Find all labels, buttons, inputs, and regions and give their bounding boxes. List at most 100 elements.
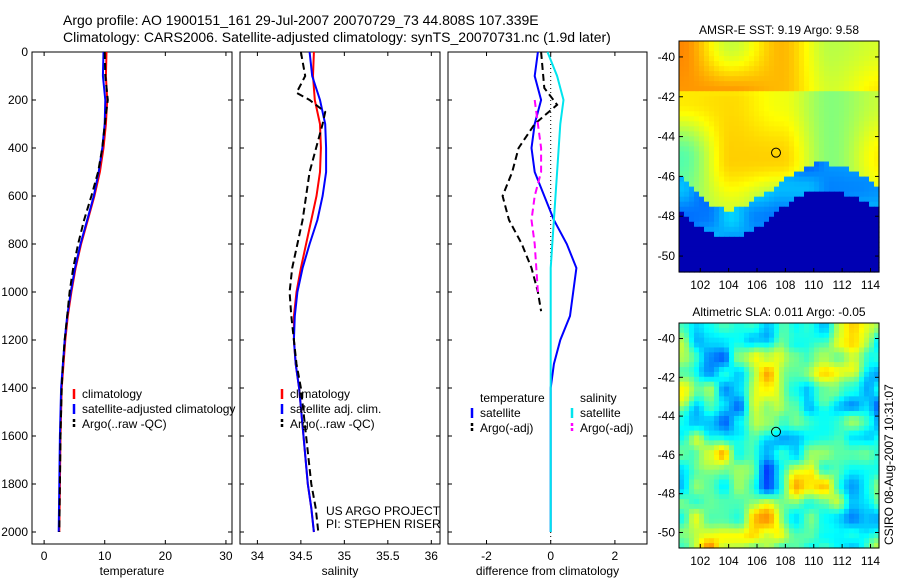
heatmap-cell	[819, 376, 825, 383]
heatmap-cell	[854, 455, 860, 461]
heatmap-cell	[734, 166, 740, 173]
heatmap-cell	[789, 241, 795, 248]
heatmap-cell	[834, 533, 840, 539]
heatmap-cell	[809, 508, 815, 515]
heatmap-cell	[794, 396, 800, 402]
heatmap-cell	[699, 146, 705, 153]
heatmap-cell	[734, 464, 740, 471]
heatmap-cell	[709, 41, 715, 47]
heatmap-cell	[689, 146, 695, 153]
heatmap-cell	[704, 261, 710, 268]
heatmap-cell	[724, 503, 730, 510]
heatmap-cell	[824, 61, 830, 67]
heatmap-cell	[754, 46, 760, 52]
heatmap-cell	[819, 76, 825, 82]
x-axis-label: salinity	[322, 564, 359, 578]
heatmap-cell	[709, 231, 715, 238]
heatmap-cell	[684, 141, 690, 148]
heatmap-cell	[719, 396, 725, 402]
heatmap-cell	[709, 61, 715, 67]
heatmap-cell	[819, 518, 825, 525]
heatmap-cell	[769, 543, 775, 549]
heatmap-cell	[714, 430, 720, 437]
heatmap-cell	[814, 508, 820, 515]
heatmap-cell	[699, 381, 705, 388]
heatmap-cell	[849, 518, 855, 525]
heatmap-cell	[769, 216, 775, 223]
heatmap-cell	[864, 347, 870, 353]
heatmap-cell	[849, 533, 855, 539]
heatmap-cell	[734, 116, 740, 122]
heatmap-cell	[739, 396, 745, 402]
heatmap-cell	[834, 181, 840, 188]
heatmap-cell	[809, 216, 815, 223]
heatmap-cell	[794, 196, 800, 203]
heatmap-cell	[829, 221, 835, 228]
heatmap-cell	[804, 171, 810, 178]
heatmap-cell	[819, 503, 825, 510]
heatmap-cell	[769, 146, 775, 153]
heatmap-cell	[729, 415, 735, 422]
heatmap-cell	[814, 455, 820, 461]
heatmap-cell	[749, 256, 755, 263]
heatmap-cell	[719, 41, 725, 47]
heatmap-cell	[814, 503, 820, 510]
heatmap-cell	[744, 136, 750, 143]
heatmap-cell	[829, 499, 835, 505]
heatmap-cell	[704, 415, 710, 422]
y-tick-label: -50	[658, 525, 676, 539]
heatmap-cell	[804, 323, 810, 329]
heatmap-cell	[844, 216, 850, 223]
heatmap-cell	[824, 146, 830, 153]
heatmap-cell	[809, 106, 815, 112]
heatmap-cell	[689, 415, 695, 422]
heatmap-cell	[764, 91, 770, 97]
heatmap-cell	[819, 323, 825, 329]
heatmap-cell	[714, 401, 720, 407]
heatmap-cell	[684, 337, 690, 344]
heatmap-cell	[709, 499, 715, 505]
heatmap-cell	[694, 494, 700, 500]
heatmap-cell	[819, 176, 825, 183]
heatmap-cell	[709, 156, 715, 163]
heatmap-cell	[804, 151, 810, 158]
heatmap-cell	[729, 411, 735, 417]
heatmap-cell	[874, 430, 880, 437]
heatmap-cell	[714, 46, 720, 52]
heatmap-cell	[729, 41, 735, 47]
heatmap-cell	[699, 376, 705, 383]
heatmap-cell	[689, 76, 695, 82]
heatmap-cell	[704, 151, 710, 158]
heatmap-cell	[754, 51, 760, 57]
heatmap-cell	[729, 489, 735, 495]
heatmap-cell	[804, 221, 810, 228]
heatmap-cell	[784, 538, 790, 544]
heatmap-cell	[864, 406, 870, 412]
heatmap-cell	[779, 101, 785, 107]
heatmap-cell	[724, 357, 730, 363]
heatmap-cell	[714, 41, 720, 47]
heatmap-cell	[709, 246, 715, 253]
heatmap-cell	[779, 131, 785, 138]
heatmap-cell	[714, 126, 720, 132]
heatmap-cell	[749, 362, 755, 368]
heatmap-cell	[734, 508, 740, 515]
y-tick-label: -42	[658, 370, 676, 384]
heatmap-cell	[854, 261, 860, 268]
heatmap-cell	[709, 141, 715, 148]
heatmap-cell	[809, 396, 815, 402]
heatmap-cell	[859, 376, 865, 383]
heatmap-cell	[684, 543, 690, 549]
heatmap-cell	[869, 396, 875, 402]
heatmap-cell	[764, 226, 770, 233]
heatmap-cell	[839, 538, 845, 544]
heatmap-cell	[694, 332, 700, 339]
heatmap-cell	[774, 381, 780, 388]
heatmap-cell	[799, 141, 805, 148]
heatmap-cell	[694, 538, 700, 544]
heatmap-cell	[854, 362, 860, 368]
heatmap-cell	[689, 528, 695, 534]
heatmap-cell	[769, 61, 775, 67]
heatmap-cell	[759, 357, 765, 363]
heatmap-cell	[814, 71, 820, 77]
